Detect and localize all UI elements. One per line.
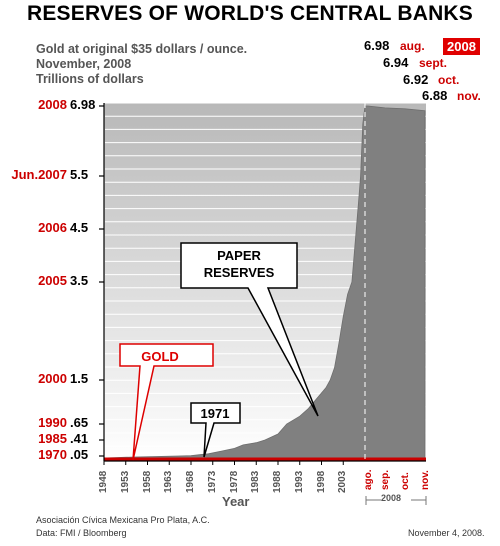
x-tick-label-1958: 1958 xyxy=(141,470,153,493)
source-line-2: Data: FMI / Bloomberg xyxy=(36,528,127,538)
y-label-value-3: 3.5 xyxy=(70,273,89,288)
gold-label: GOLD xyxy=(141,349,179,364)
month-label-sep: sept. xyxy=(419,56,448,70)
x-tick-label-1963: 1963 xyxy=(163,470,175,493)
paper-reserves-label-line-2: RESERVES xyxy=(204,265,275,280)
paper-reserves-label-line-1: PAPER xyxy=(217,248,261,263)
source-line-1: Asociación Cívica Mexicana Pro Plata, A.… xyxy=(36,515,210,525)
month-value-aug: 6.98 xyxy=(364,38,390,53)
x-tick-label-1953: 1953 xyxy=(119,470,131,493)
year-badge-2008: 2008 xyxy=(443,38,480,55)
y-label-value-4: 1.5 xyxy=(70,371,89,386)
y-label-value-1: 5.5 xyxy=(70,167,89,182)
y-label-value-2: 4.5 xyxy=(70,220,89,235)
x-tick-label-1973: 1973 xyxy=(206,470,218,493)
label-1971: 1971 xyxy=(201,406,230,421)
x-axis-ticks xyxy=(103,461,344,465)
x-tick-label-1948: 1948 xyxy=(98,470,109,493)
month-group-label: 2008 xyxy=(381,493,402,503)
gold-callout xyxy=(119,343,214,461)
y-label-value-0: 6.98 xyxy=(70,97,96,112)
footer-date: November 4, 2008. xyxy=(408,528,485,538)
x-tick-label-1968: 1968 xyxy=(185,470,196,493)
chart-title: RESERVES OF WORLD'S CENTRAL BANKS xyxy=(26,2,474,25)
month-value-nov: 6.88 xyxy=(422,88,448,103)
y-label-year-0: 2008 xyxy=(38,97,67,112)
y-label-value-6: .41 xyxy=(70,431,89,446)
month-group-bracket xyxy=(365,496,427,505)
y-label-year-4: 2000 xyxy=(38,371,67,386)
month-value-oct: 6.92 xyxy=(403,72,429,87)
x-tick-label-1993: 1993 xyxy=(293,470,305,493)
paper-reserves-callout xyxy=(180,242,319,417)
x-tick-label-1988: 1988 xyxy=(272,470,283,493)
y-label-year-7: 1970 xyxy=(38,447,67,462)
y-label-year-2: 2006 xyxy=(38,220,67,235)
y-label-value-5: .65 xyxy=(70,415,89,430)
month-value-sep: 6.94 xyxy=(383,55,409,70)
x-tick-label-2003: 2003 xyxy=(337,470,349,493)
callout-1971 xyxy=(190,402,241,458)
y-label-year-3: 2005 xyxy=(38,273,67,288)
month-label-oct: oct. xyxy=(438,73,460,87)
x-month-label-2: oct. xyxy=(400,472,411,490)
month-label-nov: nov. xyxy=(457,89,481,103)
subtitle-line-3: Trillions of dollars xyxy=(36,72,144,86)
month-label-aug: aug. xyxy=(400,39,425,53)
subtitle-line-1: Gold at original $35 dollars / ounce. xyxy=(36,42,248,56)
x-tick-label-1978: 1978 xyxy=(228,470,240,493)
y-label-year-6: 1985 xyxy=(38,431,67,446)
subtitle-line-2: November, 2008 xyxy=(36,57,132,71)
x-month-label-1: sep. xyxy=(380,469,391,490)
y-label-year-5: 1990 xyxy=(38,415,67,430)
x-month-label-3: nov. xyxy=(420,470,431,490)
x-month-label-0: ago. xyxy=(363,469,374,490)
y-label-year-1: Jun.2007 xyxy=(11,167,67,182)
x-tick-label-1983: 1983 xyxy=(250,470,262,493)
x-axis-title: Year xyxy=(222,494,250,509)
y-label-value-7: .05 xyxy=(70,447,89,462)
x-tick-label-1998: 1998 xyxy=(315,470,327,493)
